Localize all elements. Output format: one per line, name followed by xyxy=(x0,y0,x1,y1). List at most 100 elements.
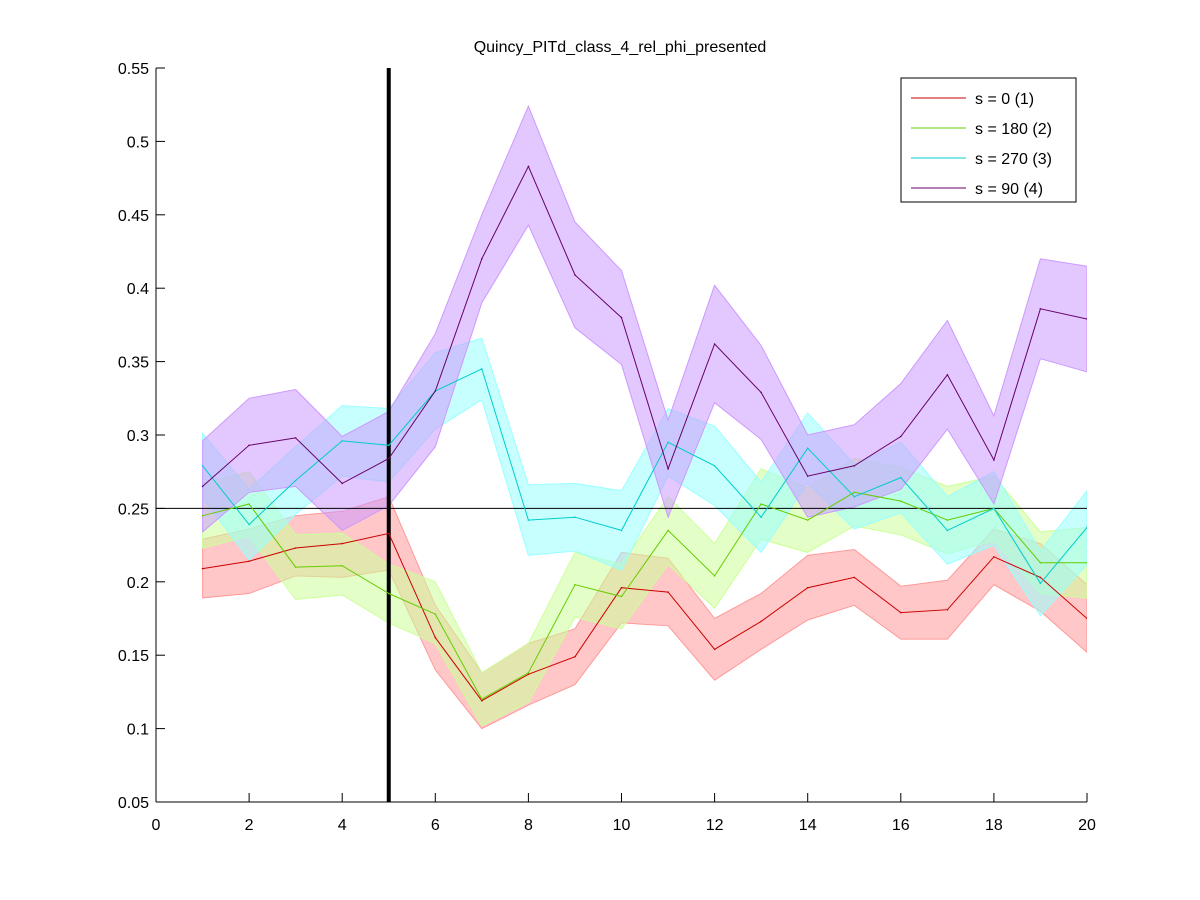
data-point xyxy=(341,482,344,485)
data-point xyxy=(1086,526,1087,529)
data-point xyxy=(201,514,204,517)
data-point xyxy=(527,672,530,674)
series-line-s-270-3 xyxy=(202,368,1087,585)
data-point xyxy=(900,435,902,438)
data-point xyxy=(481,368,483,370)
data-point xyxy=(853,495,856,498)
y-tick-label: 0.25 xyxy=(118,501,149,518)
data-point xyxy=(806,475,809,477)
y-tick-label: 0.15 xyxy=(118,648,149,665)
data-point xyxy=(900,611,902,614)
data-point xyxy=(713,343,716,345)
data-point xyxy=(294,547,297,549)
data-point xyxy=(1039,561,1042,564)
data-point xyxy=(946,529,949,532)
data-point xyxy=(574,655,576,658)
data-point xyxy=(853,576,856,579)
data-point xyxy=(760,620,762,623)
data-point xyxy=(1086,617,1087,620)
legend-label-s-270-3: s = 270 (3) xyxy=(975,151,1052,168)
data-point xyxy=(946,374,949,376)
x-tick-label: 6 xyxy=(431,817,440,834)
data-point xyxy=(806,586,809,589)
data-point xyxy=(667,441,669,444)
data-point xyxy=(434,636,437,639)
data-point xyxy=(900,476,902,479)
data-point xyxy=(993,459,995,461)
data-point xyxy=(248,444,250,447)
data-point xyxy=(341,542,344,545)
data-point xyxy=(853,465,856,467)
y-tick-label: 0.55 xyxy=(118,61,149,78)
data-point xyxy=(946,519,949,521)
data-point xyxy=(388,592,390,595)
legend-label-s-0-1: s = 0 (1) xyxy=(975,91,1034,108)
data-point xyxy=(341,564,344,567)
y-tick-label: 0.05 xyxy=(118,795,149,812)
x-tick-label: 2 xyxy=(245,817,254,834)
plot-area: 0 2 4 6 8 10 12 14 16 18 20 0.05 0.1 0.15 0.2 0.25 0.3 0.… xyxy=(118,61,1096,834)
x-tick-label: 4 xyxy=(338,817,347,834)
data-point xyxy=(760,391,762,394)
x-tick-label: 18 xyxy=(985,817,1003,834)
data-point xyxy=(760,516,762,518)
data-point xyxy=(248,523,250,526)
data-point xyxy=(900,500,902,502)
series-line-s-90-4 xyxy=(202,165,1087,487)
data-point xyxy=(806,447,809,450)
data-point xyxy=(1039,582,1042,585)
data-point xyxy=(434,613,437,615)
data-point xyxy=(481,699,483,702)
data-point xyxy=(388,532,390,535)
data-point xyxy=(1086,318,1087,320)
data-point xyxy=(201,465,204,467)
data-point xyxy=(527,519,530,521)
data-point xyxy=(527,165,530,168)
data-point xyxy=(294,566,297,568)
data-point xyxy=(713,465,716,467)
y-tick-label: 0.1 xyxy=(127,722,149,739)
data-point xyxy=(574,274,576,276)
data-point xyxy=(201,567,204,570)
data-point xyxy=(294,437,297,439)
y-tick-label: 0.2 xyxy=(127,575,149,592)
data-point xyxy=(620,586,623,589)
data-point xyxy=(993,507,995,510)
data-point xyxy=(481,698,483,700)
data-point xyxy=(713,575,716,577)
data-point xyxy=(620,316,623,319)
series-line-s-0-1 xyxy=(202,532,1087,702)
data-point xyxy=(993,556,995,558)
data-point xyxy=(853,491,856,494)
y-tick-label: 0.3 xyxy=(127,428,149,445)
data-point xyxy=(1039,576,1042,579)
y-tick-label: 0.45 xyxy=(118,208,149,225)
x-tick-label: 8 xyxy=(524,817,533,834)
reference-lines xyxy=(156,68,1087,802)
data-point xyxy=(294,479,297,482)
x-tick-label: 12 xyxy=(706,817,724,834)
data-point xyxy=(388,457,390,460)
data-point xyxy=(1039,308,1042,310)
data-point xyxy=(481,258,483,260)
data-point xyxy=(341,440,344,442)
data-point xyxy=(760,503,762,505)
data-point xyxy=(574,583,576,586)
data-point xyxy=(667,468,669,470)
y-tick-label: 0.35 xyxy=(118,355,149,372)
data-point xyxy=(388,444,390,447)
x-tick-label: 10 xyxy=(613,817,631,834)
data-point xyxy=(248,560,250,562)
data-point xyxy=(806,519,809,521)
legend: s = 0 (1) s = 180 (2) s = 270 (3) s = 90 (4… xyxy=(900,77,1077,203)
x-tick-label: 20 xyxy=(1078,817,1096,834)
x-tick-label: 14 xyxy=(799,817,817,834)
x-tick-label: 0 xyxy=(152,817,161,834)
y-tick-label: 0.5 xyxy=(127,134,149,151)
x-tick-label: 16 xyxy=(892,817,910,834)
legend-label-s-180-2: s = 180 (2) xyxy=(975,121,1052,138)
data-point xyxy=(527,673,530,676)
band-s-90-4 xyxy=(202,104,1087,533)
series-lines xyxy=(201,165,1087,702)
legend-box xyxy=(900,77,1077,203)
